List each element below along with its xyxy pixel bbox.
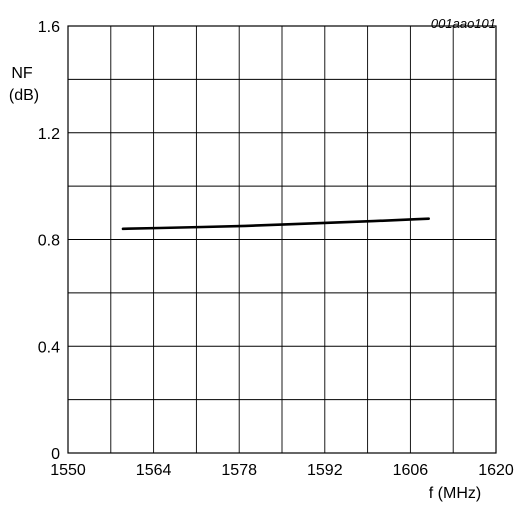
x-tick-label: 1564 (136, 462, 172, 479)
x-tick-labels: 1550 1564 1578 1592 1606 1620 (50, 462, 514, 479)
y-axis-label-line2: (dB) (9, 87, 39, 104)
x-tick-label: 1578 (221, 462, 257, 479)
y-tick-label: 1.6 (38, 19, 60, 36)
y-tick-label: 0 (51, 446, 60, 463)
x-axis-label: f (MHz) (429, 485, 481, 502)
grid (68, 26, 496, 453)
y-axis-label-line1: NF (11, 65, 33, 82)
figure-id: 001aao101 (431, 16, 496, 31)
x-tick-label: 1620 (478, 462, 514, 479)
y-tick-label: 1.2 (38, 126, 60, 143)
y-tick-labels: 0 0.4 0.8 1.2 1.6 (38, 19, 60, 463)
y-tick-label: 0.4 (38, 339, 60, 356)
x-tick-label: 1606 (393, 462, 429, 479)
x-tick-label: 1592 (307, 462, 343, 479)
x-tick-label: 1550 (50, 462, 86, 479)
y-tick-label: 0.8 (38, 233, 60, 250)
nf-series-line (121, 217, 431, 231)
series-layer (121, 217, 431, 231)
plot-frame (67, 25, 497, 454)
